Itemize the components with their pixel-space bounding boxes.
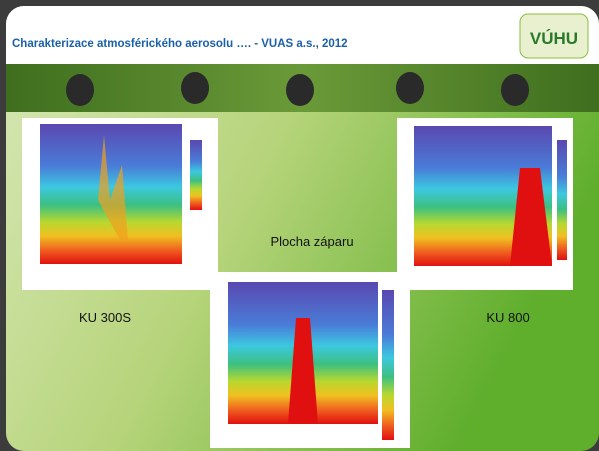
contour xyxy=(40,124,182,264)
caption: KU 800 xyxy=(486,310,529,325)
colorbar xyxy=(557,140,567,260)
colorbar xyxy=(190,140,202,210)
header-title: Charakterizace atmosférického aerosolu …… xyxy=(12,38,348,50)
page: {"header": {"title": "Charakterizace atm… xyxy=(0,0,599,451)
caption: Plocha záparu xyxy=(270,234,353,249)
slide: Charakterizace atmosférického aerosolu …… xyxy=(0,0,599,451)
logo-text: VÚHU xyxy=(530,29,578,48)
colorbar xyxy=(382,290,394,440)
caption: KU 300S xyxy=(79,310,131,325)
